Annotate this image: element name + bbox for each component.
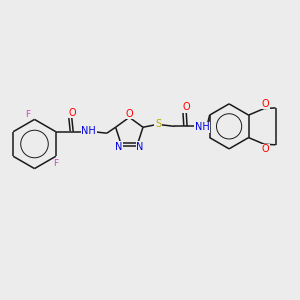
Text: N: N — [115, 142, 122, 152]
Text: S: S — [155, 119, 161, 129]
Text: N: N — [136, 142, 144, 152]
Text: O: O — [182, 102, 190, 112]
Text: F: F — [53, 159, 58, 168]
Text: O: O — [262, 99, 269, 109]
Text: O: O — [125, 109, 133, 119]
Text: O: O — [68, 108, 76, 118]
Text: F: F — [25, 110, 31, 119]
Text: NH: NH — [81, 126, 96, 136]
Text: NH: NH — [195, 122, 209, 132]
Text: O: O — [262, 144, 269, 154]
